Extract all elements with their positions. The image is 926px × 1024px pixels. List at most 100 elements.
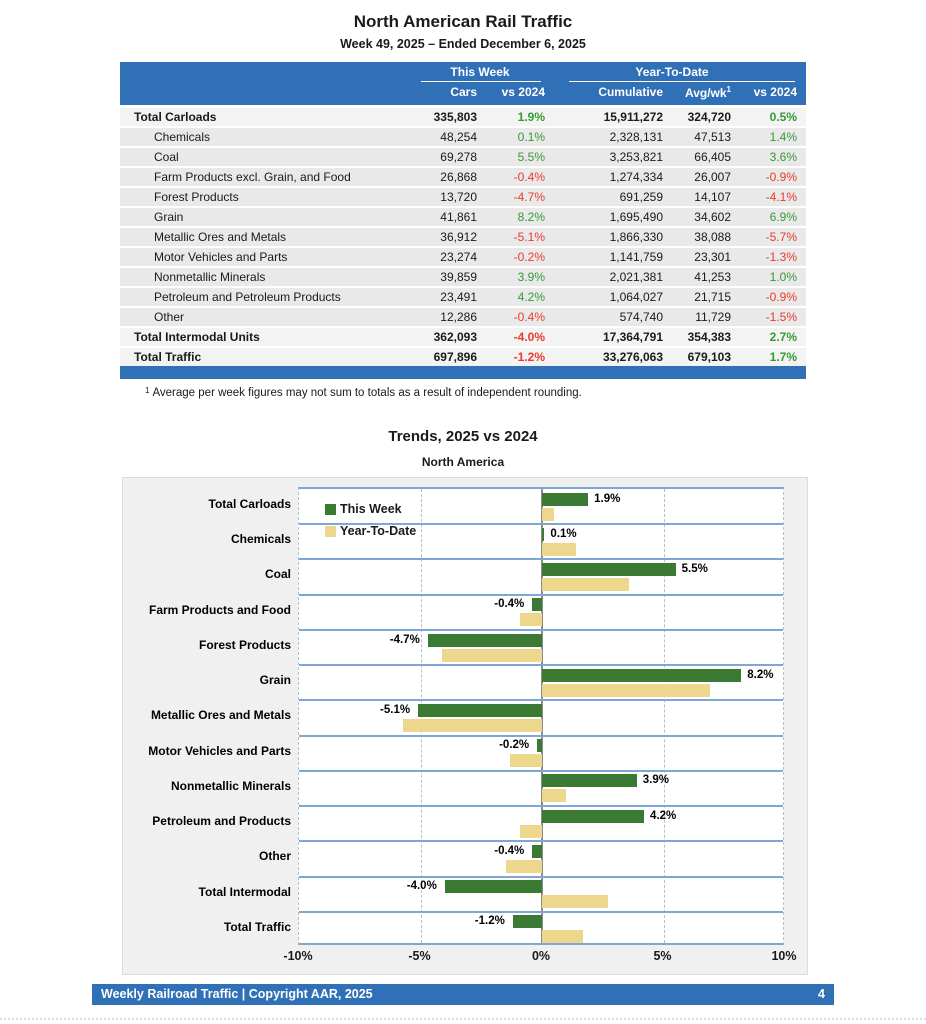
cell-avg: 23,301: [694, 250, 731, 264]
cell-avg: 34,602: [694, 210, 731, 224]
table-row: Total Carloads 335,803 1.9% 15,911,272 324,7…: [120, 108, 806, 126]
cell-wvs: 1.9%: [517, 110, 545, 124]
table-row: Grain 41,861 8.2% 1,695,490 34,602 6.9%: [120, 208, 806, 226]
table-row: Total Intermodal Units 362,093 -4.0% 17,364…: [120, 328, 806, 346]
cell-cum: 574,740: [619, 310, 663, 324]
bar-year-to-date: [520, 824, 542, 838]
cell-cat: Total Intermodal Units: [134, 330, 260, 344]
cell-cat: Petroleum and Petroleum Products: [154, 290, 341, 304]
category-label: Metallic Ores and Metals: [150, 708, 291, 723]
x-axis-tick-label: 0%: [531, 949, 551, 963]
bar-value-label: -0.4%: [494, 598, 525, 611]
column-header-week-vs-2024: vs 2024: [501, 85, 545, 99]
cell-avg: 41,253: [694, 270, 731, 284]
cell-cum: 17,364,791: [602, 330, 663, 344]
category-label: Farm Products and Food: [148, 602, 291, 617]
cell-cum: 33,276,063: [602, 350, 663, 364]
column-header-ytd-vs-2024: vs 2024: [753, 85, 797, 99]
table-bottom-band: [120, 366, 806, 379]
zero-line: [541, 489, 543, 943]
bar-this-week: [537, 739, 542, 753]
legend-label-year-to-date: Year-To-Date: [340, 524, 417, 538]
bar-this-week: [427, 633, 542, 647]
bar-year-to-date: [403, 719, 542, 732]
category-label: Petroleum and Products: [152, 814, 291, 829]
cell-avg: 47,513: [694, 130, 731, 144]
category-label: Nonmetallic Minerals: [170, 778, 291, 793]
category-label: Total Traffic: [223, 919, 291, 934]
cell-cum: 15,911,272: [603, 110, 663, 124]
group-header-this-week: This Week: [415, 65, 545, 82]
row-separator: [299, 593, 783, 596]
cell-cum: 1,064,027: [609, 290, 663, 304]
bar-this-week: [542, 563, 676, 577]
footer-text: Weekly Railroad Traffic | Copyright AAR,…: [101, 987, 373, 1001]
cell-yvs: 0.5%: [769, 110, 797, 124]
bar-value-label: 0.1%: [550, 527, 577, 540]
bar-this-week: [542, 668, 742, 682]
cell-cum: 3,253,821: [609, 150, 663, 164]
chart-category-labels: Total Carloads Chemicals Coal Farm Products…: [127, 487, 291, 945]
cell-cat: Nonmetallic Minerals: [154, 270, 266, 284]
bar-year-to-date: [510, 754, 542, 768]
cell-yvs: 1.0%: [769, 270, 797, 284]
cell-cars: 26,868: [440, 170, 477, 184]
cell-wvs: -0.4%: [513, 310, 545, 324]
bar-value-label: 5.5%: [681, 563, 708, 576]
chart-title: Trends, 2025 vs 2024: [388, 428, 538, 445]
chart-x-axis: -10% -5% 0% 5% 10%: [283, 949, 796, 973]
gridline: [663, 489, 665, 943]
table-row: Motor Vehicles and Parts 23,274 -0.2% 1,141…: [120, 248, 806, 266]
category-label: Total Intermodal: [198, 884, 291, 899]
column-header-avg-wk: Avg/wk1: [684, 85, 731, 100]
row-separator: [299, 805, 783, 808]
category-label: Forest Products: [198, 637, 291, 652]
chart-legend: This Week Year-To-Date: [325, 498, 416, 542]
cell-wvs: -4.7%: [513, 190, 545, 204]
row-separator: [299, 769, 783, 772]
x-axis-tick-label: 10%: [771, 949, 797, 963]
cell-cars: 36,912: [440, 230, 477, 244]
table-row: Forest Products 13,720 -4.7% 691,259 14,107 -…: [120, 188, 806, 206]
trends-chart: Total Carloads Chemicals Coal Farm Products…: [122, 477, 808, 975]
cell-cars: 335,803: [433, 110, 477, 124]
bar-value-label: -4.7%: [389, 633, 420, 646]
bar-this-week: [532, 844, 542, 858]
column-header-cumulative: Cumulative: [598, 85, 663, 99]
bar-value-label: -4.0%: [406, 880, 437, 893]
cell-cars: 41,861: [440, 210, 477, 224]
cell-wvs: -0.4%: [513, 170, 545, 184]
page-bottom-edge: [0, 1018, 926, 1020]
bar-this-week: [542, 809, 645, 823]
cell-cat: Forest Products: [154, 190, 239, 204]
cell-avg: 354,383: [687, 330, 731, 344]
traffic-table: This Week Year-To-Date Cars vs 2024 Cumu…: [120, 62, 806, 368]
cell-yvs: -0.9%: [765, 170, 797, 184]
cell-cat: Coal: [154, 150, 179, 164]
chart-plot-area: This Week Year-To-Date 1.9% 0.1% 5.5% -0.4%…: [298, 487, 784, 945]
table-header: This Week Year-To-Date Cars vs 2024 Cumu…: [120, 62, 806, 105]
table-row: Other 12,286 -0.4% 574,740 11,729 -1.5%: [120, 308, 806, 326]
table-row: Coal 69,278 5.5% 3,253,821 66,405 3.6%: [120, 148, 806, 166]
cell-cars: 39,859: [440, 270, 477, 284]
cell-cat: Motor Vehicles and Parts: [154, 250, 288, 264]
category-label: Coal: [264, 567, 291, 582]
bar-year-to-date: [542, 683, 710, 697]
table-row: Metallic Ores and Metals 36,912 -5.1% 1,866…: [120, 228, 806, 246]
bar-this-week: [542, 527, 545, 541]
cell-cum: 2,021,381: [609, 270, 663, 284]
row-separator: [299, 699, 783, 702]
category-label: Other: [258, 849, 291, 864]
cell-cum: 1,866,330: [609, 230, 663, 244]
bar-year-to-date: [442, 648, 542, 662]
cell-cars: 69,278: [440, 150, 477, 164]
row-separator: [299, 558, 783, 561]
bar-value-label: 8.2%: [747, 668, 774, 681]
table-row: Total Traffic 697,896 -1.2% 33,276,063 679,1…: [120, 348, 806, 366]
bar-year-to-date: [542, 789, 567, 803]
cell-avg: 14,107: [694, 190, 731, 204]
x-axis-tick-label: 5%: [653, 949, 672, 963]
row-separator: [299, 910, 783, 913]
cell-wvs: -1.2%: [513, 350, 545, 364]
